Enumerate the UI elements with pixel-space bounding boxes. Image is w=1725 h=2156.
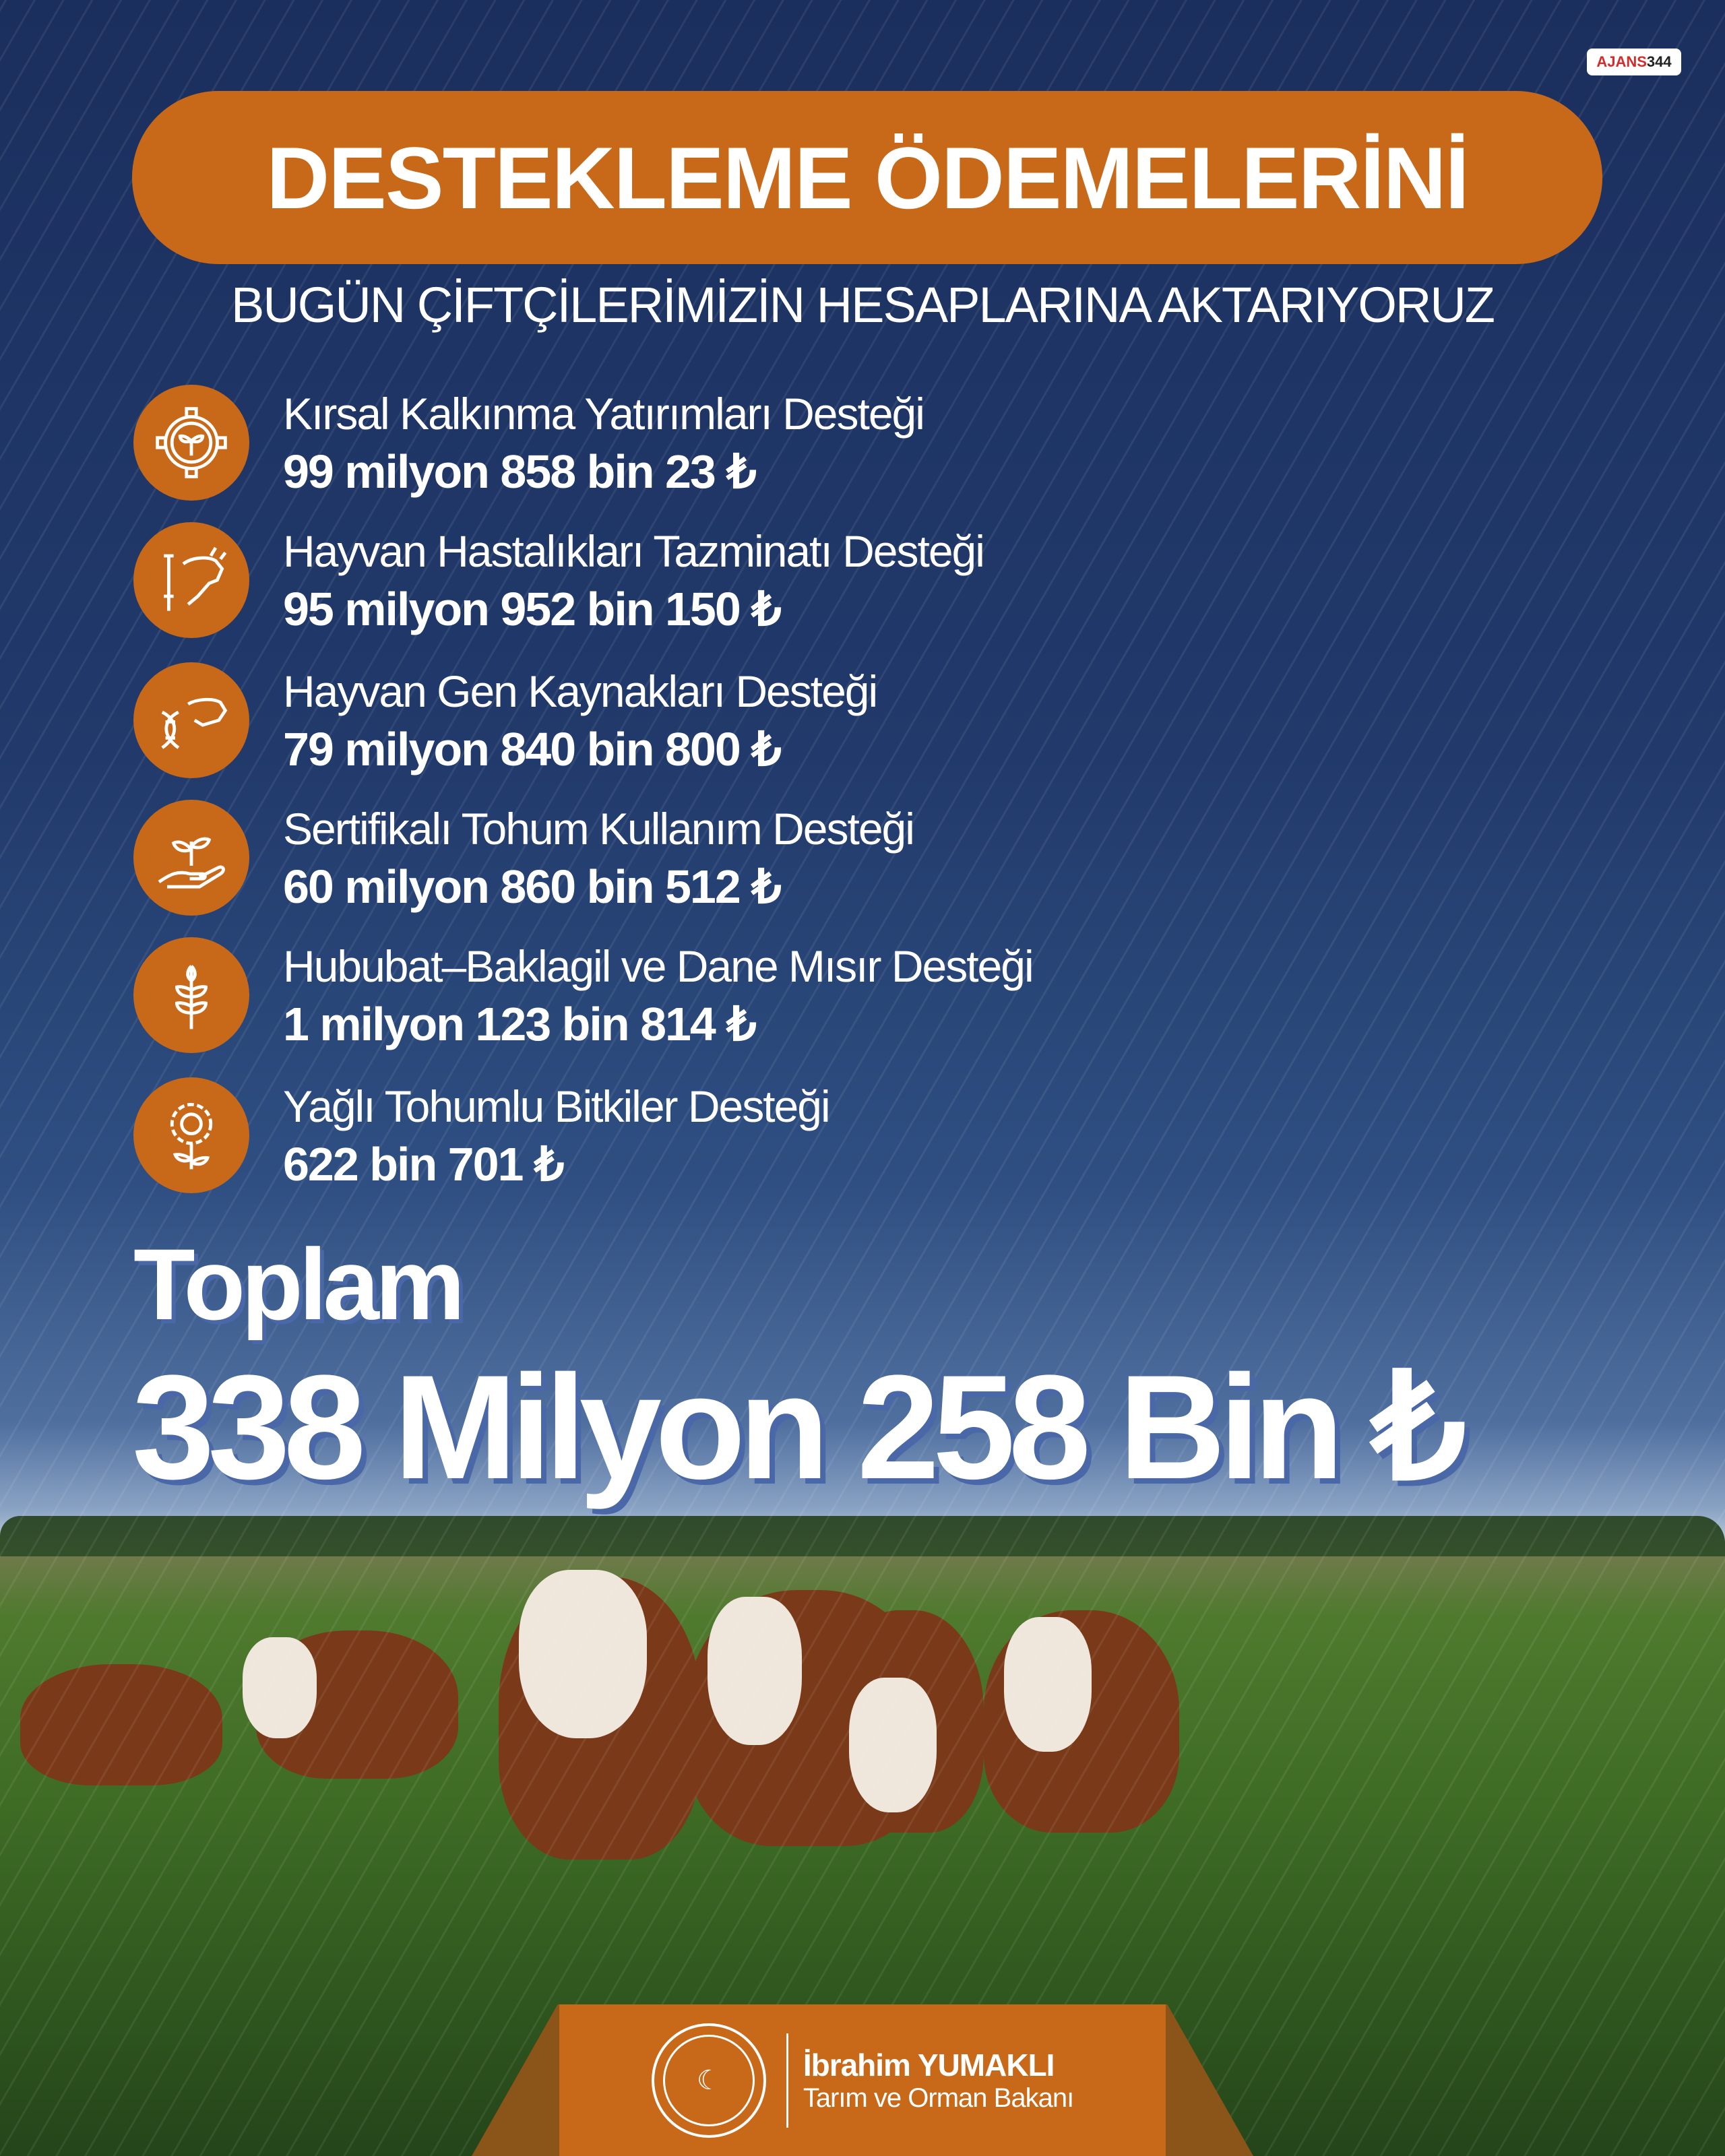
- pasture-photo: [0, 1556, 1725, 2156]
- item-label: Hayvan Hastalıkları Tazminatı Desteği: [283, 526, 985, 576]
- item-label: Hububat–Baklagil ve Dane Mısır Desteği: [283, 941, 1034, 991]
- support-item: Hayvan Gen Kaynakları Desteği 79 milyon 8…: [133, 662, 878, 778]
- total-label: Toplam: [133, 1228, 465, 1341]
- item-amount: 95 milyon 952 bin 150 ₺: [283, 583, 782, 635]
- cow-head: [1004, 1617, 1092, 1752]
- crescent-star-icon: ☾: [662, 2034, 755, 2126]
- support-item: Sertifikalı Tohum Kullanım Desteği 60 mil…: [133, 800, 915, 916]
- item-amount: 60 milyon 860 bin 512 ₺: [283, 860, 782, 913]
- subtitle: BUGÜN ÇİFTÇİLERİMİZİN HESAPLARINA AKTARI…: [230, 277, 1495, 333]
- item-amount: 622 bin 701 ₺: [283, 1138, 564, 1191]
- cow-head: [519, 1570, 647, 1738]
- item-amount: 79 milyon 840 bin 800 ₺: [283, 723, 782, 775]
- cow-head: [708, 1597, 802, 1745]
- logo-text: AJANS: [1596, 53, 1647, 70]
- logo-number: 344: [1646, 53, 1672, 70]
- item-amount: 99 milyon 858 bin 23 ₺: [283, 445, 757, 498]
- syringe-cow-icon: [133, 522, 249, 638]
- gear-sprout-icon: [133, 385, 249, 501]
- cow: [20, 1664, 222, 1785]
- footer-divider: [786, 2033, 788, 2128]
- title-banner: DESTEKLEME ÖDEMELERİNİ: [132, 91, 1602, 264]
- total-amount: 338 Milyon 258 Bin ₺: [132, 1344, 1466, 1510]
- treeline: [0, 1516, 1725, 1563]
- footer-banner: ☾ İbrahim YUMAKLI Tarım ve Orman Bakanı: [559, 2004, 1166, 2156]
- ajans344-logo: AJANS 344: [1587, 49, 1681, 75]
- support-item: Hububat–Baklagil ve Dane Mısır Desteği 1 …: [133, 937, 1034, 1053]
- page-title: DESTEKLEME ÖDEMELERİNİ: [266, 128, 1469, 227]
- item-label: Hayvan Gen Kaynakları Desteği: [283, 666, 878, 716]
- support-item: Hayvan Hastalıkları Tazminatı Desteği 95 …: [133, 522, 985, 638]
- item-label: Yağlı Tohumlu Bitkiler Desteği: [283, 1081, 831, 1131]
- item-label: Sertifikalı Tohum Kullanım Desteği: [283, 804, 915, 854]
- dna-cow-icon: [133, 662, 249, 778]
- minister-name: İbrahim YUMAKLI: [803, 2048, 1055, 2083]
- cow-head: [243, 1637, 317, 1738]
- item-label: Kırsal Kalkınma Yatırımları Desteği: [283, 389, 925, 439]
- cow-head: [849, 1678, 937, 1812]
- item-amount: 1 milyon 123 bin 814 ₺: [283, 998, 757, 1050]
- hand-sprout-icon: [133, 800, 249, 916]
- sunflower-icon: [133, 1077, 249, 1193]
- wheat-icon: [133, 937, 249, 1053]
- support-item: Yağlı Tohumlu Bitkiler Desteği 622 bin 70…: [133, 1077, 831, 1193]
- ministry-seal-icon: ☾: [651, 2023, 766, 2138]
- support-item: Kırsal Kalkınma Yatırımları Desteği 99 mi…: [133, 385, 925, 501]
- minister-title: Tarım ve Orman Bakanı: [803, 2083, 1074, 2113]
